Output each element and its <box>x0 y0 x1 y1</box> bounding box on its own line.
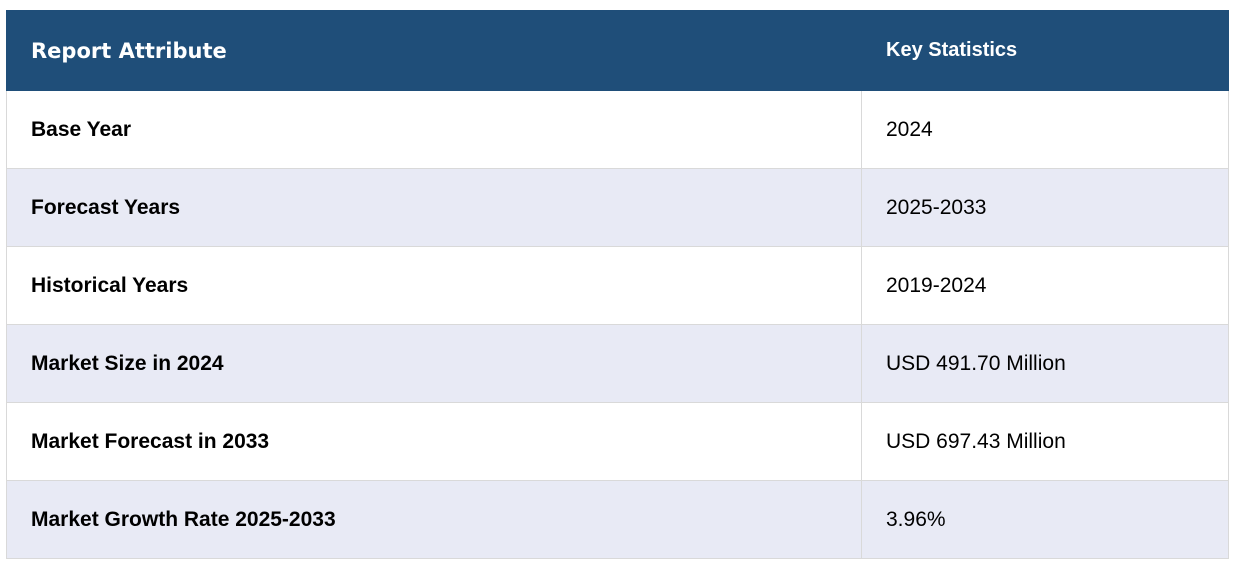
header-report-attribute: Report Attribute <box>6 10 862 91</box>
table-row: Forecast Years 2025-2033 <box>6 168 1229 247</box>
row-attribute: Historical Years <box>6 246 862 325</box>
row-value: 3.96% <box>861 480 1229 559</box>
header-key-statistics: Key Statistics <box>861 10 1229 91</box>
row-value: 2019-2024 <box>861 246 1229 325</box>
row-value: USD 697.43 Million <box>861 402 1229 481</box>
row-attribute: Market Forecast in 2033 <box>6 402 862 481</box>
table-row: Market Growth Rate 2025-2033 3.96% <box>6 480 1229 559</box>
report-statistics-table: Report Attribute Key Statistics Base Yea… <box>6 10 1229 559</box>
table-row: Market Size in 2024 USD 491.70 Million <box>6 324 1229 403</box>
table-header-row: Report Attribute Key Statistics <box>6 10 1229 91</box>
row-attribute: Forecast Years <box>6 168 862 247</box>
table-row: Base Year 2024 <box>6 90 1229 169</box>
table-row: Historical Years 2019-2024 <box>6 246 1229 325</box>
row-value: 2025-2033 <box>861 168 1229 247</box>
table-row: Market Forecast in 2033 USD 697.43 Milli… <box>6 402 1229 481</box>
row-attribute: Market Size in 2024 <box>6 324 862 403</box>
row-attribute: Market Growth Rate 2025-2033 <box>6 480 862 559</box>
row-value: USD 491.70 Million <box>861 324 1229 403</box>
row-value: 2024 <box>861 90 1229 169</box>
row-attribute: Base Year <box>6 90 862 169</box>
